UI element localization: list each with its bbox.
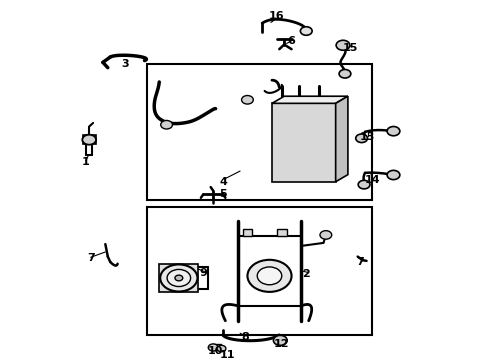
Text: 11: 11 <box>220 350 236 360</box>
Circle shape <box>339 69 351 78</box>
Text: 12: 12 <box>274 339 290 349</box>
Circle shape <box>387 170 400 180</box>
Circle shape <box>217 345 226 352</box>
Bar <box>147 64 372 199</box>
Text: 10: 10 <box>208 346 223 356</box>
Circle shape <box>358 180 370 189</box>
Bar <box>147 207 372 335</box>
Circle shape <box>161 121 172 129</box>
Text: 6: 6 <box>288 36 295 46</box>
Circle shape <box>82 135 96 145</box>
Text: 3: 3 <box>121 59 129 69</box>
Text: 1: 1 <box>82 157 90 167</box>
Circle shape <box>273 336 287 345</box>
Polygon shape <box>159 264 198 292</box>
Circle shape <box>175 275 183 281</box>
Text: 16: 16 <box>269 11 285 21</box>
Text: 9: 9 <box>199 267 207 278</box>
Text: 2: 2 <box>302 269 310 279</box>
Text: 7: 7 <box>87 253 95 264</box>
Circle shape <box>320 231 332 239</box>
Bar <box>213 343 221 350</box>
Text: 15: 15 <box>343 43 358 53</box>
Text: 7: 7 <box>356 257 364 267</box>
Text: 4: 4 <box>219 177 227 187</box>
Circle shape <box>257 267 282 285</box>
Circle shape <box>387 126 400 136</box>
Circle shape <box>242 95 253 104</box>
Circle shape <box>336 40 350 50</box>
Circle shape <box>208 344 218 351</box>
Circle shape <box>300 27 312 35</box>
Text: 8: 8 <box>241 332 249 342</box>
Polygon shape <box>272 103 336 182</box>
Bar <box>277 229 287 236</box>
Polygon shape <box>83 135 96 144</box>
Circle shape <box>160 265 197 292</box>
Circle shape <box>247 260 292 292</box>
Polygon shape <box>336 96 348 182</box>
Text: 5: 5 <box>219 189 227 199</box>
Text: 13: 13 <box>360 132 375 142</box>
Circle shape <box>356 134 368 143</box>
Circle shape <box>167 269 191 287</box>
Bar <box>243 229 252 236</box>
Polygon shape <box>272 96 348 103</box>
Text: 14: 14 <box>365 175 380 185</box>
